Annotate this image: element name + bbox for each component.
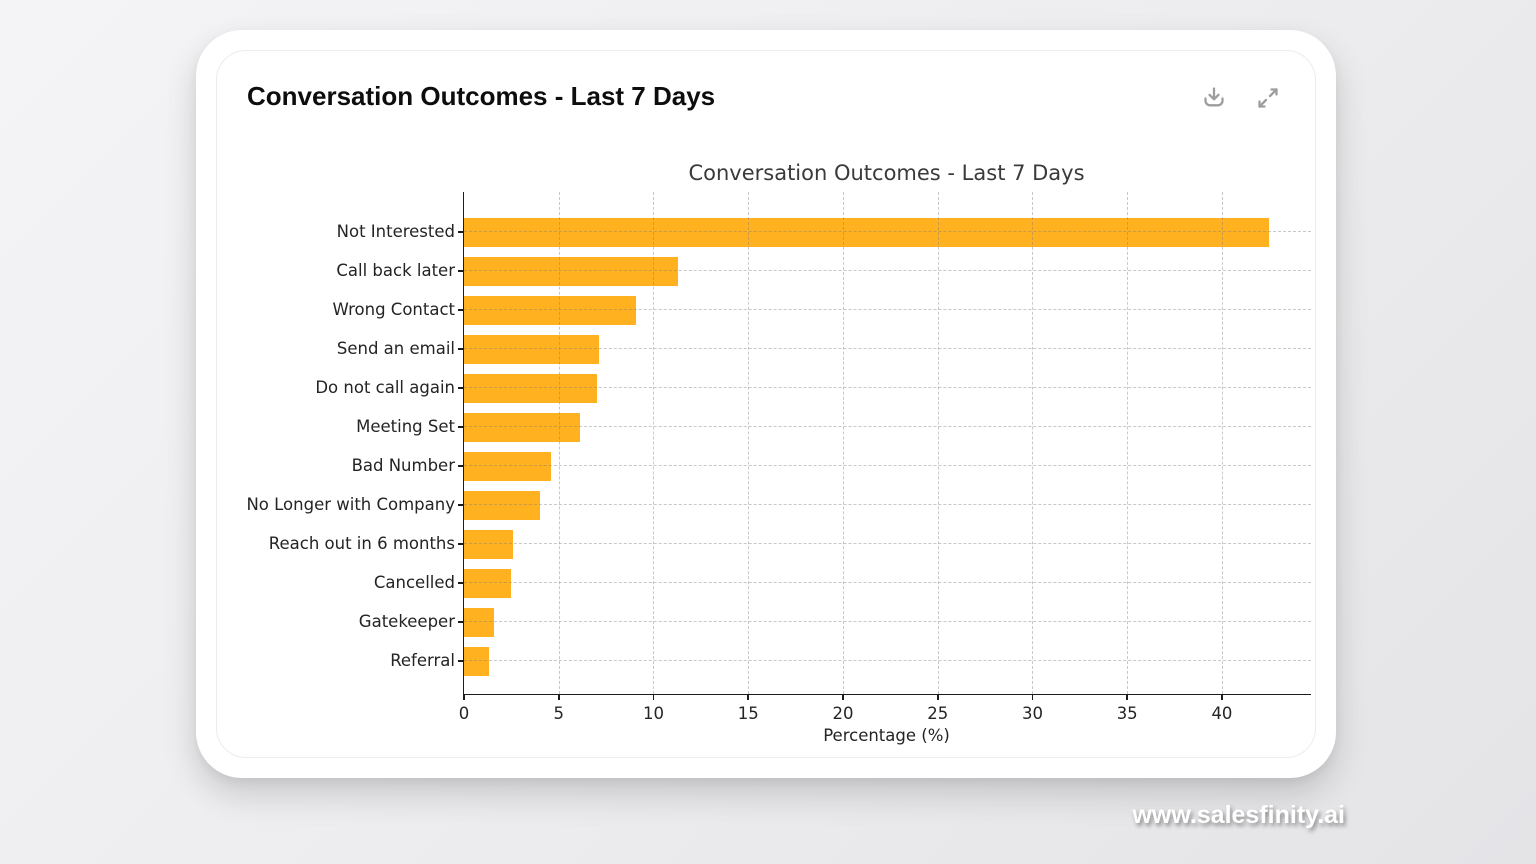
y-category-label: Wrong Contact — [332, 300, 455, 319]
x-tick-mark — [557, 694, 560, 700]
h-gridline — [464, 426, 1311, 428]
y-tick-mark — [458, 387, 464, 389]
plot-area: Not Interested Call back later Wrong Conta… — [246, 192, 1311, 723]
x-tick-mark — [936, 694, 939, 700]
x-tick-mark — [1031, 694, 1034, 700]
h-gridline — [464, 465, 1311, 467]
h-gridline — [464, 231, 1311, 233]
expand-button[interactable] — [1251, 81, 1285, 115]
x-tick-mark — [652, 694, 655, 700]
x-tick-mark — [842, 694, 844, 700]
h-gridline — [464, 348, 1311, 350]
x-tick-mark — [463, 694, 465, 700]
x-tick-label: 25 — [927, 704, 949, 723]
bar-call-back-later — [464, 256, 679, 286]
h-gridline — [464, 621, 1311, 623]
x-tick-label: 10 — [642, 704, 664, 723]
card-actions — [1197, 81, 1285, 115]
x-tick-label: 0 — [458, 704, 470, 723]
card-title: Conversation Outcomes - Last 7 Days — [247, 81, 716, 111]
x-tick-mark — [1126, 694, 1128, 700]
h-gridline — [464, 270, 1311, 272]
v-gridline — [748, 192, 750, 694]
y-tick-mark — [458, 309, 464, 311]
x-tick-label: 5 — [553, 704, 564, 723]
watermark: www.salesfinity.ai — [1132, 801, 1345, 829]
y-category-label: Gatekeeper — [358, 612, 455, 631]
v-gridline — [1127, 192, 1129, 694]
bar-send-an-email — [464, 334, 599, 364]
y-tick-mark — [458, 270, 464, 272]
y-tick-mark — [458, 348, 464, 350]
y-category-label: Reach out in 6 months — [268, 534, 455, 553]
y-tick-mark — [458, 543, 464, 545]
bar-cancelled — [464, 568, 512, 598]
y-category-label: Cancelled — [373, 573, 455, 592]
y-category-label: Call back later — [336, 261, 455, 280]
y-tick-mark — [458, 504, 464, 506]
h-gridline — [464, 582, 1311, 584]
download-icon — [1200, 84, 1228, 112]
y-category-label: No Longer with Company — [246, 495, 455, 514]
y-tick-mark — [458, 660, 464, 662]
bar-wrong-contact — [464, 295, 637, 325]
x-tick-mark — [1221, 694, 1223, 700]
bar-do-not-call-again — [464, 373, 597, 403]
v-gridline — [842, 192, 844, 694]
x-tick-label: 30 — [1021, 704, 1043, 723]
y-category-label: Send an email — [336, 339, 455, 358]
y-category-label: Referral — [390, 651, 455, 670]
chart-card: Conversation Outcomes - Last 7 Days — [196, 30, 1336, 778]
bar-meeting-set — [464, 412, 580, 442]
x-tick-mark — [747, 694, 750, 700]
bar-not-interested — [464, 217, 1270, 247]
x-tick-label: 35 — [1116, 704, 1138, 723]
y-category-label: Do not call again — [315, 378, 455, 397]
x-tick-label: 40 — [1211, 704, 1233, 723]
download-button[interactable] — [1197, 81, 1231, 115]
h-gridline — [464, 660, 1311, 662]
chart-card-inner: Conversation Outcomes - Last 7 Days — [216, 50, 1316, 758]
v-gridline — [1032, 192, 1034, 694]
bar-referral — [464, 646, 489, 676]
h-gridline — [464, 309, 1311, 311]
bar-bad-number — [464, 451, 552, 481]
v-gridline — [1221, 192, 1223, 694]
expand-icon — [1254, 84, 1282, 112]
x-axis-label: Percentage (%) — [823, 726, 950, 745]
h-gridline — [464, 504, 1311, 506]
chart-title: Conversation Outcomes - Last 7 Days — [688, 161, 1085, 185]
x-tick-label: 20 — [832, 704, 854, 723]
x-tick-label: 15 — [737, 704, 759, 723]
bar-reach-out-in-6-months — [464, 529, 514, 559]
y-category-label: Not Interested — [336, 222, 455, 241]
h-gridline — [464, 387, 1311, 389]
y-tick-mark — [458, 621, 464, 623]
h-gridline — [464, 543, 1311, 545]
bar-gatekeeper — [464, 607, 495, 637]
y-tick-mark — [458, 231, 464, 233]
y-category-label: Meeting Set — [356, 417, 455, 436]
y-category-label: Bad Number — [351, 456, 455, 475]
y-tick-mark — [458, 426, 464, 428]
v-gridline — [558, 192, 560, 694]
v-gridline — [653, 192, 655, 694]
y-tick-mark — [458, 582, 464, 584]
y-tick-mark — [458, 465, 464, 467]
bar-no-longer-with-company — [464, 490, 540, 520]
v-gridline — [937, 192, 939, 694]
